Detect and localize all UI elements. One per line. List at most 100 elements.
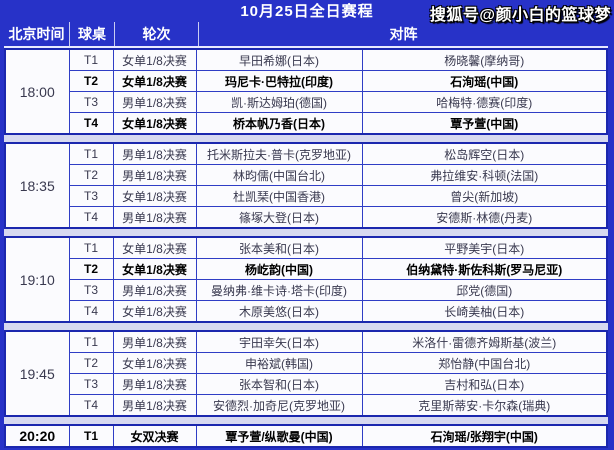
player-left-cell: 覃予萱/纵歌曼(中国) (195, 424, 363, 448)
player-right-cell: 松岛辉空(日本) (361, 142, 608, 165)
schedule-block: 18:35 T1 男单1/8决赛 托米斯拉夫·普卡(克罗地亚) 松岛辉空(日本) T2 男单… (4, 142, 608, 229)
block-separator (4, 323, 608, 330)
round-cell: 男单1/8决赛 (112, 206, 197, 229)
table-number-cell: T1 (68, 330, 114, 353)
table-number-cell: T2 (68, 70, 114, 92)
table-number-cell: T4 (68, 112, 114, 135)
player-left-cell: 安德烈·加奇尼(克罗地亚) (195, 394, 363, 417)
round-cell: 女单1/8决赛 (112, 236, 197, 259)
round-cell: 女单1/8决赛 (112, 185, 197, 207)
player-left-cell: 申裕斌(韩国) (195, 352, 363, 374)
table-number-cell: T1 (68, 48, 114, 71)
player-right-cell: 邱党(德国) (361, 279, 608, 301)
table-number-cell: T1 (68, 142, 114, 165)
time-cell: 19:45 (4, 330, 70, 417)
player-right-cell: 曾尖(新加坡) (361, 185, 608, 207)
player-right-cell: 长崎美柚(日本) (361, 300, 608, 323)
player-right-cell: 石洵瑶/张翔宇(中国) (361, 424, 608, 448)
player-left-cell: 桥本帆乃香(日本) (195, 112, 363, 135)
player-right-cell: 安德斯·林德(丹麦) (361, 206, 608, 229)
player-right-cell: 伯纳黛特·斯佐科斯(罗马尼亚) (361, 258, 608, 280)
header-table-number: 球桌 (70, 22, 115, 46)
match-row: T4 女单1/8决赛 桥本帆乃香(日本) 覃予萱(中国) (5, 112, 608, 135)
title-bar: 10月25日全日赛程 搜狐号@颜小白的篮球梦 (0, 0, 614, 24)
table-header: 北京时间 球桌 轮次 对阵 (4, 22, 608, 48)
match-row: T2 女单1/8决赛 申裕斌(韩国) 郑怡静(中国台北) (5, 352, 608, 374)
header-round: 轮次 (115, 22, 199, 46)
time-cell: 20:20 (4, 424, 70, 448)
round-cell: 男单1/8决赛 (112, 91, 197, 113)
table-number-cell: T2 (68, 352, 114, 374)
player-left-cell: 张本智和(日本) (195, 373, 363, 395)
player-left-cell: 杜凯琹(中国香港) (195, 185, 363, 207)
player-left-cell: 玛尼卡·巴特拉(印度) (195, 70, 363, 92)
schedule-block: 19:45 T1 男单1/8决赛 宇田幸矢(日本) 米洛什·雷德齐姆斯基(波兰) T2 女单… (4, 330, 608, 417)
table-number-cell: T4 (68, 206, 114, 229)
player-right-cell: 克里斯蒂安·卡尔森(瑞典) (361, 394, 608, 417)
match-row: T2 男单1/8决赛 林昀儒(中国台北) 弗拉维安·科顿(法国) (5, 164, 608, 186)
time-cell: 18:35 (4, 142, 70, 229)
player-right-cell: 覃予萱(中国) (361, 112, 608, 135)
player-right-cell: 石洵瑶(中国) (361, 70, 608, 92)
round-cell: 女单1/8决赛 (112, 112, 197, 135)
table-number-cell: T1 (68, 236, 114, 259)
player-right-cell: 哈梅特·德赛(印度) (361, 91, 608, 113)
table-number-cell: T3 (68, 373, 114, 395)
page-title: 10月25日全日赛程 (240, 3, 374, 20)
player-right-cell: 杨晓馨(摩纳哥) (361, 48, 608, 71)
match-row: T2 女单1/8决赛 玛尼卡·巴特拉(印度) 石洵瑶(中国) (5, 70, 608, 92)
player-left-cell: 凯·斯达姆珀(德国) (195, 91, 363, 113)
round-cell: 女单1/8决赛 (112, 48, 197, 71)
round-cell: 女单1/8决赛 (112, 258, 197, 280)
block-separator (4, 229, 608, 236)
schedule-block: 18:00 T1 女单1/8决赛 早田希娜(日本) 杨晓馨(摩纳哥) T2 女单1/8决赛玛… (4, 48, 608, 135)
match-row: T3 男单1/8决赛 张本智和(日本) 吉村和弘(日本) (5, 373, 608, 395)
player-left-cell: 木原美悠(日本) (195, 300, 363, 323)
table-number-cell: T2 (68, 164, 114, 186)
table-number-cell: T1 (68, 424, 114, 448)
player-left-cell: 林昀儒(中国台北) (195, 164, 363, 186)
match-row: T3 男单1/8决赛 凯·斯达姆珀(德国) 哈梅特·德赛(印度) (5, 91, 608, 113)
match-row: T4 男单1/8决赛 安德烈·加奇尼(克罗地亚) 克里斯蒂安·卡尔森(瑞典) (5, 394, 608, 417)
match-row: T2 女单1/8决赛 杨屹韵(中国) 伯纳黛特·斯佐科斯(罗马尼亚) (5, 258, 608, 280)
table-number-cell: T3 (68, 185, 114, 207)
schedule-blocks: 18:00 T1 女单1/8决赛 早田希娜(日本) 杨晓馨(摩纳哥) T2 女单1/8决赛玛… (4, 48, 608, 448)
match-row: 20:20 T1 女双决赛 覃予萱/纵歌曼(中国) 石洵瑶/张翔宇(中国) (4, 424, 608, 448)
table-number-cell: T4 (68, 394, 114, 417)
player-right-cell: 弗拉维安·科顿(法国) (361, 164, 608, 186)
table-number-cell: T2 (68, 258, 114, 280)
player-left-cell: 杨屹韵(中国) (195, 258, 363, 280)
round-cell: 女单1/8决赛 (112, 70, 197, 92)
round-cell: 男单1/8决赛 (112, 373, 197, 395)
match-row: T3 男单1/8决赛 曼纳弗·维卡诗·塔卡(印度) 邱党(德国) (5, 279, 608, 301)
match-row: 18:35 T1 男单1/8决赛 托米斯拉夫·普卡(克罗地亚) 松岛辉空(日本) (4, 142, 608, 229)
match-row: 18:00 T1 女单1/8决赛 早田希娜(日本) 杨晓馨(摩纳哥) (4, 48, 608, 135)
schedule-block: 20:20 T1 女双决赛 覃予萱/纵歌曼(中国) 石洵瑶/张翔宇(中国) (4, 424, 608, 448)
header-beijing-time: 北京时间 (4, 22, 70, 46)
header-matchup: 对阵 (389, 26, 418, 42)
round-cell: 女单1/8决赛 (112, 352, 197, 374)
time-cell: 19:10 (4, 236, 70, 323)
block-separator (4, 135, 608, 142)
player-left-cell: 张本美和(日本) (195, 236, 363, 259)
match-row: T4 女单1/8决赛 木原美悠(日本) 长崎美柚(日本) (5, 300, 608, 323)
schedule-block: 19:10 T1 女单1/8决赛 张本美和(日本) 平野美宇(日本) T2 女单1/8决赛杨… (4, 236, 608, 323)
table-number-cell: T3 (68, 91, 114, 113)
match-row: T3 女单1/8决赛 杜凯琹(中国香港) 曾尖(新加坡) (5, 185, 608, 207)
player-left-cell: 篠塚大登(日本) (195, 206, 363, 229)
block-separator (4, 417, 608, 424)
round-cell: 女单1/8决赛 (112, 300, 197, 323)
table-number-cell: T4 (68, 300, 114, 323)
player-left-cell: 早田希娜(日本) (195, 48, 363, 71)
time-cell: 18:00 (4, 48, 70, 135)
round-cell: 男单1/8决赛 (112, 279, 197, 301)
player-right-cell: 米洛什·雷德齐姆斯基(波兰) (361, 330, 608, 353)
player-right-cell: 吉村和弘(日本) (361, 373, 608, 395)
match-row: T4 男单1/8决赛 篠塚大登(日本) 安德斯·林德(丹麦) (5, 206, 608, 229)
player-left-cell: 宇田幸矢(日本) (195, 330, 363, 353)
player-right-cell: 平野美宇(日本) (361, 236, 608, 259)
match-row: 19:10 T1 女单1/8决赛 张本美和(日本) 平野美宇(日本) (4, 236, 608, 323)
round-cell: 女双决赛 (112, 424, 197, 448)
match-row: 19:45 T1 男单1/8决赛 宇田幸矢(日本) 米洛什·雷德齐姆斯基(波兰) (4, 330, 608, 417)
